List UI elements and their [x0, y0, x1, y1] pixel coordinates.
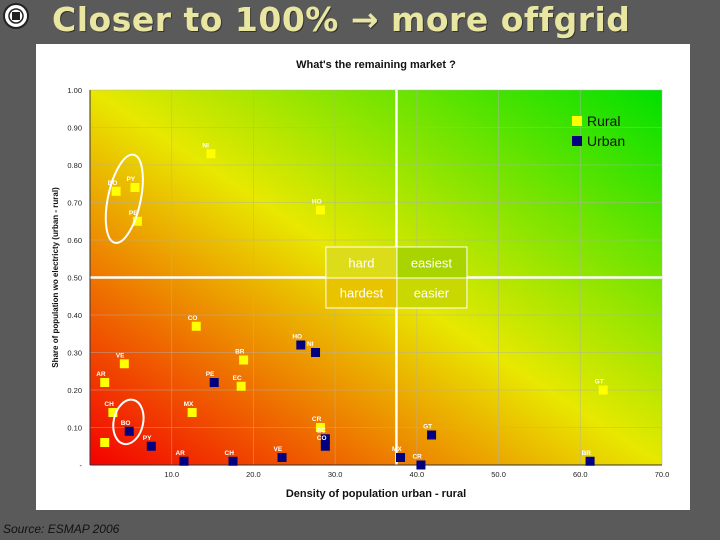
y-tick-label: 1.00	[67, 86, 82, 95]
point-label: GT	[423, 424, 432, 431]
data-point-urban	[320, 434, 330, 444]
point-label: CR	[412, 454, 422, 461]
data-point-urban	[228, 456, 238, 466]
data-point-rural	[315, 423, 325, 432]
data-point-rural	[132, 216, 142, 226]
data-point-urban	[209, 378, 219, 387]
data-point-rural	[598, 385, 608, 395]
data-point-rural	[111, 186, 121, 196]
point-label: AR	[175, 450, 185, 457]
point-label: CR	[312, 416, 322, 423]
x-tick-label: 10.0	[164, 470, 179, 479]
quadrant-label: hardest	[340, 286, 384, 301]
point-label: BO	[121, 420, 131, 427]
point-label: EC	[317, 427, 326, 434]
data-point-rural	[191, 321, 201, 331]
legend-swatch	[572, 136, 582, 146]
y-tick-label: 0.60	[67, 236, 82, 245]
x-axis-label: Density of population urban - rural	[286, 488, 466, 500]
y-tick-label: 0.10	[67, 424, 82, 433]
data-point-urban	[277, 453, 287, 462]
x-tick-label: 30.0	[328, 470, 343, 479]
chart-title: What's the remaining market ?	[296, 59, 456, 71]
data-point-rural	[100, 378, 110, 387]
chart-panel: hard easiest hardest easier - 0.10 0.20 0.30 0.4…	[36, 44, 690, 510]
x-tick-label: 20.0	[246, 470, 261, 479]
slide-title: Closer to 100% → more offgrid	[52, 0, 631, 39]
quadrant-label: easiest	[411, 256, 453, 271]
data-point-rural	[119, 359, 129, 369]
point-label: HO	[312, 199, 322, 206]
data-point-rural	[187, 408, 197, 417]
legend-label: Rural	[587, 113, 620, 129]
point-label: HO	[292, 334, 302, 341]
quadrant-label: hard	[348, 256, 374, 271]
data-point-rural	[236, 381, 246, 391]
point-label: CH	[225, 450, 235, 457]
point-label: PE	[129, 210, 138, 217]
y-tick-label: 0.70	[67, 199, 82, 208]
data-point-rural	[239, 355, 249, 365]
data-point-urban	[416, 460, 426, 470]
y-tick-label: 0.30	[67, 349, 82, 358]
y-tick-label: 0.40	[67, 311, 82, 320]
scatter-chart: hard easiest hardest easier - 0.10 0.20 0.30 0.4…	[51, 59, 670, 500]
source-note: Source: ESMAP 2006	[3, 522, 120, 536]
point-label: CO	[317, 435, 327, 442]
data-point-urban	[146, 441, 156, 451]
point-label: PY	[126, 176, 135, 183]
quadrant-label: easier	[414, 286, 450, 301]
x-tick-label: 70.0	[655, 470, 670, 479]
y-tick-label: 0.50	[67, 274, 82, 283]
point-label: BR	[235, 349, 245, 356]
data-point-rural	[206, 149, 216, 159]
data-point-rural	[315, 205, 325, 215]
point-label: BR	[582, 450, 592, 457]
point-label: CO	[188, 315, 198, 322]
point-label: VE	[274, 446, 283, 453]
point-label: VE	[116, 352, 125, 359]
y-tick-label: 0.20	[67, 386, 82, 395]
data-point-urban	[427, 430, 437, 440]
point-label: MX	[392, 446, 402, 453]
quadrant-cell	[397, 247, 467, 278]
y-tick-label: 0.90	[67, 124, 82, 133]
data-point-urban	[296, 340, 306, 350]
x-tick-label: 40.0	[410, 470, 425, 479]
y-tick-label: 0.80	[67, 161, 82, 170]
data-point-urban	[320, 441, 330, 451]
point-label: AR	[96, 371, 106, 378]
quadrant-cell	[397, 278, 467, 308]
point-label: EC	[233, 375, 242, 382]
data-point-urban	[311, 348, 321, 357]
quadrant-cell	[326, 278, 397, 308]
y-tick-label: -	[80, 461, 83, 470]
point-label: GT	[595, 379, 604, 386]
y-axis-label: Share of population wo electricty (urban…	[51, 187, 60, 368]
data-point-rural	[108, 408, 118, 417]
point-label: MX	[184, 401, 194, 408]
point-label: PE	[206, 371, 215, 378]
legend-swatch	[572, 116, 582, 126]
logo-icon	[3, 3, 29, 29]
point-label: PY	[143, 435, 152, 442]
highlight-ellipse	[112, 398, 145, 446]
data-point-rural	[130, 183, 140, 192]
data-point-rural	[100, 438, 110, 447]
legend-label: Urban	[587, 133, 625, 149]
data-point-urban	[179, 456, 189, 466]
quadrant-cell	[326, 247, 397, 278]
x-tick-label: 60.0	[573, 470, 588, 479]
point-label: NI	[202, 142, 209, 149]
x-tick-label: 50.0	[491, 470, 506, 479]
data-point-urban	[124, 426, 134, 436]
data-point-urban	[396, 453, 406, 462]
highlight-ellipse	[104, 153, 144, 244]
data-point-urban	[585, 456, 595, 466]
point-label: NI	[307, 341, 314, 348]
point-label: CH	[104, 401, 114, 408]
